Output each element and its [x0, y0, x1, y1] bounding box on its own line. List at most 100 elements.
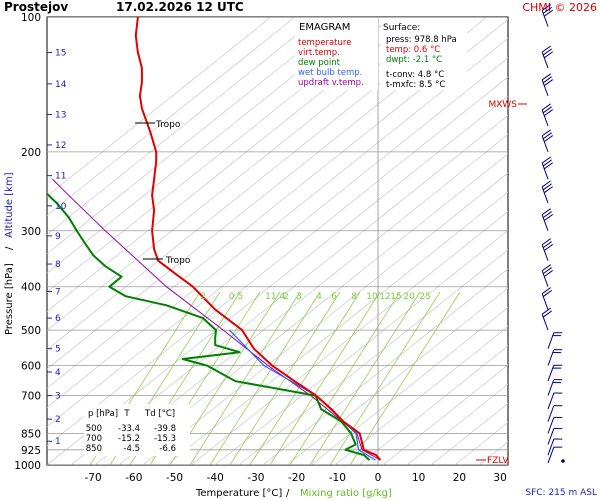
mixing-ratio-line: [189, 291, 301, 465]
surface-box: [381, 18, 467, 90]
y-tick-label: 400: [21, 282, 41, 294]
mixing-ratio-line: [349, 291, 461, 465]
adiabat-line: [47, 57, 508, 428]
adiabat-line: [70, 114, 508, 465]
adiabat-line: [47, 17, 464, 351]
adiabat-line: [310, 306, 508, 465]
altitude-tick-label: 8: [55, 260, 61, 270]
series-dew-point: [47, 192, 371, 461]
wind-barb: [547, 405, 563, 422]
wind-barb-flag: [543, 135, 554, 143]
adiabat-line: [47, 18, 508, 389]
x-tick-label: -20: [288, 472, 305, 484]
wind-barb-flag: [541, 103, 551, 111]
wind-barb: [541, 4, 554, 27]
wind-barb-flag: [543, 51, 554, 59]
surface-dwpt: dwpt: -2.1 °C: [386, 55, 442, 65]
mixing-ratio-label: 12: [379, 292, 390, 302]
mixing-ratio-label: 6: [331, 292, 337, 302]
table-cell-td: -39.8: [154, 424, 176, 434]
wind-barb-flag: [541, 180, 551, 188]
legend-title: EMAGRAM: [299, 22, 350, 33]
y-axis-label: Pressure [hPa]: [4, 263, 15, 335]
adiabat-line: [551, 17, 600, 465]
wind-barb-flag: [541, 307, 551, 315]
adiabat-line: [358, 345, 508, 465]
tropo-label-upper: Tropo: [155, 120, 181, 130]
adiabat-line: [118, 153, 508, 465]
wind-barb-flag: [541, 287, 551, 295]
table-cell-p: 850: [86, 444, 102, 454]
table-cell-t: -15.2: [118, 434, 140, 444]
y-tick-label: 700: [21, 391, 41, 403]
wind-barb-flag: [541, 156, 551, 164]
x-tick-label: 10: [412, 472, 425, 484]
y-axis-separator: /: [4, 246, 15, 250]
wind-barb-flag: [543, 162, 554, 170]
y-tick-label: 300: [21, 226, 41, 238]
wind-barb-flag: [541, 45, 551, 53]
legend-virt-temp: virt.temp.: [298, 48, 340, 58]
y-axis-label-2: Altitude [km]: [4, 172, 15, 238]
wind-barb: [541, 264, 554, 287]
wind-barb-flag: [542, 267, 552, 275]
y-tick-label: 200: [21, 147, 41, 159]
wind-barb-staff: [547, 438, 555, 456]
table-header-p: p [hPa]: [88, 409, 118, 419]
mixing-ratio-line: [269, 291, 381, 465]
mixing-ratio-line: [249, 291, 361, 465]
wind-barb: [547, 392, 563, 410]
wind-barb: [541, 129, 554, 153]
legend-dew-point: dew point: [298, 58, 341, 68]
adiabat-line: [47, 76, 508, 447]
mixing-ratio-label: 10: [366, 292, 378, 302]
mixing-ratio-label: 0.5: [229, 292, 243, 302]
mixing-ratio-label: 2: [200, 292, 206, 302]
x-tick-label: -10: [329, 472, 346, 484]
wind-barb: [541, 156, 554, 180]
mixing-ratio-label: 1.4: [271, 292, 286, 302]
axis-ticks: -70 -60 -50 -40 -30 -20 -10 0 10 20 30 100 200 300 400…: [14, 12, 507, 484]
wind-barb-flag: [543, 214, 554, 221]
table-row: 500 -33.4 -39.8: [86, 424, 176, 434]
altitude-tick-label: 5: [55, 345, 61, 355]
wind-barb-staff: [547, 405, 555, 422]
wind-barb-flag: [541, 73, 551, 81]
wind-barb-flag: [541, 4, 551, 11]
sfc-label: SFC: 215 m ASL: [525, 488, 597, 498]
adiabat-line: [47, 17, 296, 216]
mixing-ratio-line: [289, 291, 401, 465]
wind-barb-staff: [547, 446, 555, 464]
legend-updraft: updraft v.temp.: [298, 78, 364, 88]
tropo-label-lower: Tropo: [165, 256, 191, 266]
surface-tconv: t-conv: 4.8 °C: [386, 70, 444, 80]
altitude-tick-label: 2: [55, 415, 61, 425]
series-temperature: [134, 17, 382, 461]
wind-barb-flag: [542, 132, 552, 140]
mixing-ratio-label: 8: [351, 292, 357, 302]
legend-temperature: temperature: [298, 38, 351, 48]
wind-barb-flag: [543, 9, 554, 17]
table-row: 850 -4.5 -6.6: [86, 444, 176, 454]
altitude-tick-label: 4: [55, 368, 61, 378]
surface-dot: [561, 459, 565, 463]
wind-barb: [541, 180, 554, 204]
wind-barb: [541, 45, 554, 69]
wind-barb: [547, 332, 563, 349]
wind-barb-flag: [542, 6, 552, 14]
adiabat-line: [47, 95, 508, 465]
adiabat-line: [238, 249, 508, 465]
x-tick-label: -40: [207, 472, 224, 484]
altitude-tick-label: 13: [55, 110, 66, 120]
wind-barb-flag: [541, 208, 551, 216]
x-axis-label-2: Mixing ratio [g/kg]: [300, 488, 392, 499]
table-cell-t: -4.5: [123, 444, 140, 454]
y-tick-label: 925: [21, 445, 41, 457]
wind-barb: [547, 438, 563, 456]
wind-barb: [547, 446, 563, 464]
wind-barb-flag: [542, 48, 552, 56]
legend-box: [295, 18, 378, 90]
table-cell-td: -6.6: [159, 444, 176, 454]
mixing-ratio-line: [329, 291, 441, 465]
